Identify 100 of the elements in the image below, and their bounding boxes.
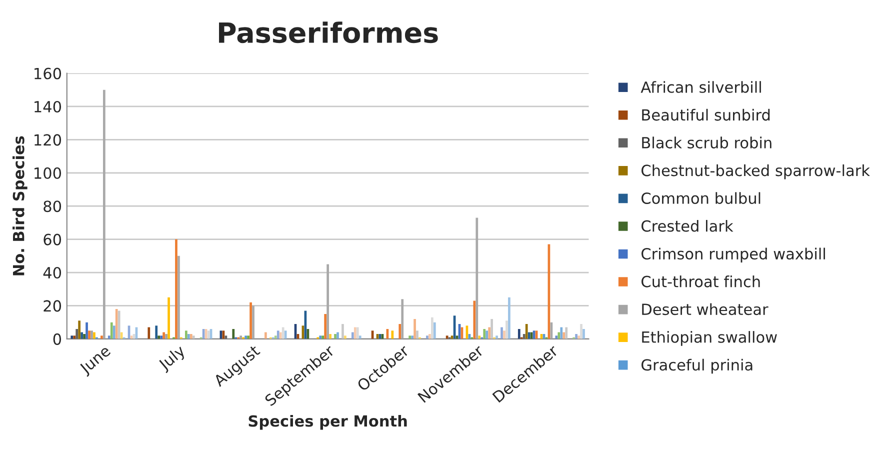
y-tick-label: 40 bbox=[43, 266, 62, 279]
bar bbox=[473, 300, 476, 339]
bar bbox=[334, 334, 336, 339]
legend-label: Graceful prinia bbox=[642, 358, 752, 374]
bar bbox=[282, 327, 284, 339]
bar bbox=[488, 327, 491, 339]
bar bbox=[329, 334, 332, 339]
bar bbox=[80, 332, 83, 339]
bar bbox=[354, 327, 356, 339]
bar bbox=[264, 332, 267, 339]
bar bbox=[398, 324, 402, 339]
bar bbox=[279, 332, 282, 339]
bar bbox=[416, 330, 418, 339]
bar bbox=[115, 309, 118, 339]
chart-title: Passeriformes bbox=[219, 22, 438, 44]
bar bbox=[476, 218, 478, 339]
bar bbox=[401, 299, 404, 339]
bar bbox=[100, 336, 103, 339]
y-tick-label: 20 bbox=[44, 300, 62, 312]
bar bbox=[433, 322, 436, 339]
bar bbox=[70, 336, 74, 339]
y-tick-label: 100 bbox=[34, 167, 62, 179]
legend-label: Beautiful sunbird bbox=[642, 108, 770, 121]
bar bbox=[356, 327, 359, 339]
bar bbox=[148, 327, 150, 339]
legend-label: Crimson rumped waxbill bbox=[642, 248, 825, 263]
bar bbox=[580, 324, 582, 339]
bar bbox=[247, 336, 250, 339]
bar bbox=[496, 336, 498, 339]
bar bbox=[250, 302, 252, 339]
bar bbox=[426, 336, 428, 339]
bar bbox=[555, 336, 558, 339]
bar bbox=[187, 334, 190, 339]
bar bbox=[528, 332, 530, 339]
bar bbox=[190, 334, 192, 339]
bar bbox=[560, 327, 563, 339]
bar bbox=[178, 256, 180, 339]
bar bbox=[503, 330, 506, 339]
bar bbox=[86, 322, 88, 339]
bar bbox=[88, 330, 90, 339]
bar bbox=[391, 330, 394, 339]
legend-label: Chestnut-backed sparrow-lark bbox=[642, 164, 870, 180]
bar bbox=[112, 326, 116, 339]
bar bbox=[575, 334, 578, 339]
bar bbox=[276, 330, 280, 339]
bar bbox=[446, 336, 448, 339]
bar bbox=[578, 336, 580, 339]
bar bbox=[326, 264, 329, 339]
legend-label: Desert wheatear bbox=[642, 303, 768, 316]
bar bbox=[155, 326, 158, 339]
bar bbox=[562, 332, 566, 339]
bar bbox=[165, 334, 168, 339]
bar bbox=[500, 327, 503, 339]
y-axis-title: No. Bird Species bbox=[12, 136, 28, 276]
bar bbox=[522, 334, 526, 339]
bar bbox=[506, 320, 508, 339]
bar bbox=[430, 317, 434, 339]
bar bbox=[518, 328, 520, 339]
y-tick-label: 80 bbox=[44, 200, 62, 212]
bar bbox=[110, 322, 113, 339]
bar bbox=[252, 306, 254, 339]
bar bbox=[184, 330, 188, 339]
bar bbox=[240, 336, 242, 339]
bar bbox=[76, 328, 78, 339]
y-tick-label: 0 bbox=[53, 333, 62, 345]
bar bbox=[160, 336, 163, 339]
bar bbox=[351, 332, 354, 339]
legend-label: Black scrub robin bbox=[642, 136, 772, 148]
bar bbox=[158, 336, 160, 339]
bar bbox=[490, 318, 493, 339]
bar bbox=[274, 336, 277, 339]
y-tick-label: 140 bbox=[34, 100, 62, 113]
bar bbox=[411, 336, 414, 339]
bar bbox=[232, 328, 235, 339]
bar bbox=[78, 320, 81, 339]
bar bbox=[244, 336, 247, 339]
bar bbox=[358, 336, 362, 339]
bar bbox=[162, 332, 165, 339]
y-tick-label: 60 bbox=[44, 234, 62, 246]
legend-label: Common bulbul bbox=[642, 192, 760, 204]
y-tick-label: 160 bbox=[34, 68, 62, 80]
bar bbox=[558, 332, 560, 339]
bar bbox=[508, 297, 510, 339]
bar bbox=[83, 334, 86, 339]
bar bbox=[108, 336, 110, 339]
legend-label: Crested lark bbox=[642, 220, 734, 232]
bar bbox=[478, 336, 481, 339]
x-axis-title: Species per Month bbox=[248, 414, 407, 430]
bar bbox=[319, 336, 322, 339]
bar bbox=[582, 328, 585, 339]
bar bbox=[175, 239, 178, 339]
bar bbox=[344, 336, 346, 339]
bar bbox=[102, 90, 106, 339]
legend-label: African silverbill bbox=[640, 81, 761, 93]
bar bbox=[168, 297, 170, 339]
bar bbox=[483, 328, 486, 339]
bar bbox=[73, 336, 76, 339]
bar bbox=[118, 310, 120, 339]
bar bbox=[324, 314, 327, 339]
legend-label: Cut-throat finch bbox=[642, 276, 760, 288]
